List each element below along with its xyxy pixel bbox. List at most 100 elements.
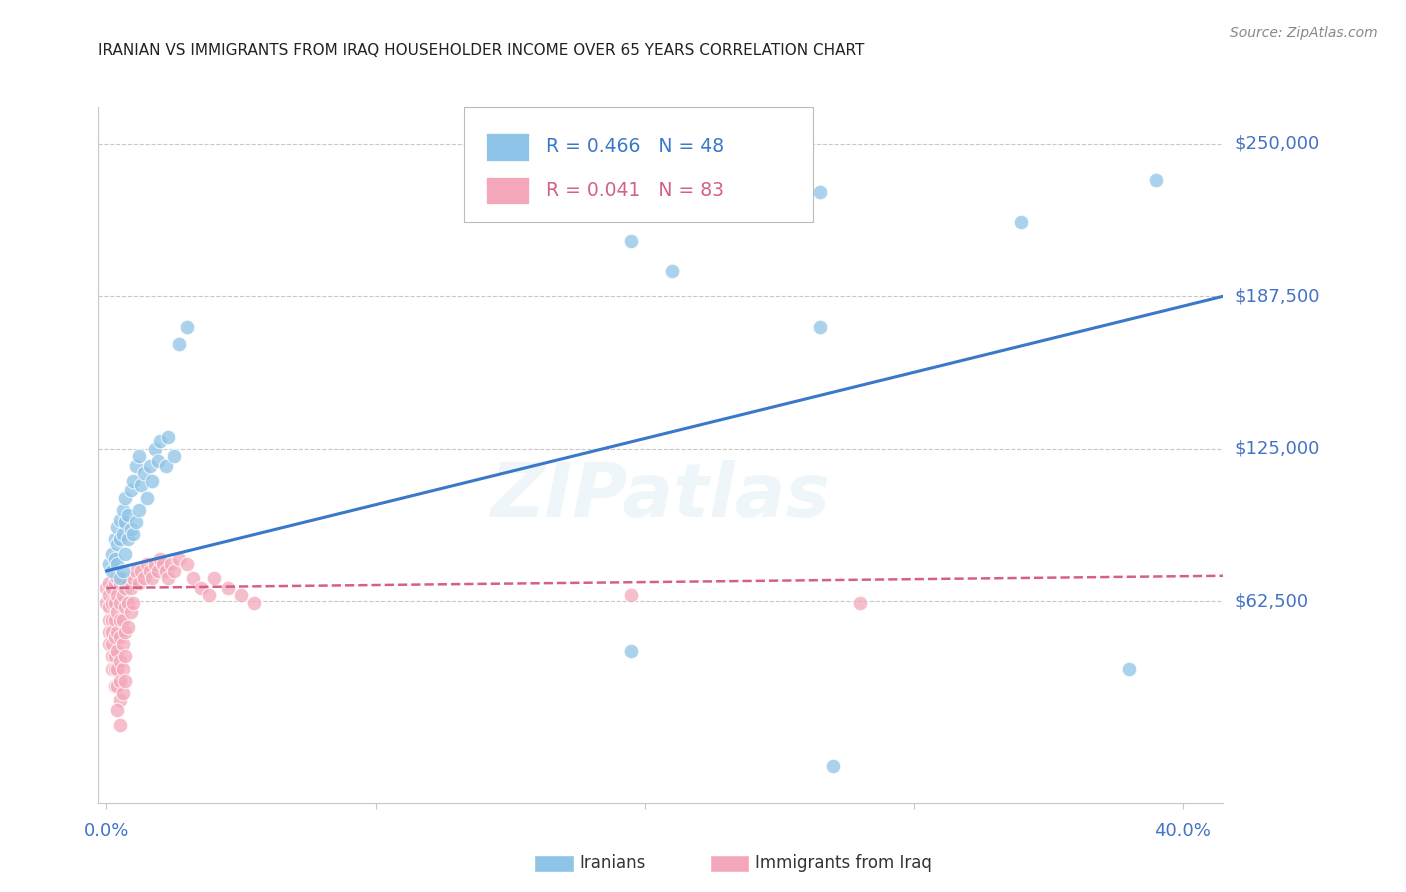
Point	[108, 693, 131, 707]
Point	[101, 564, 124, 578]
Point	[181, 571, 204, 585]
Text: Iranians: Iranians	[579, 855, 645, 872]
Point	[111, 503, 134, 517]
Point	[103, 649, 125, 664]
Text: 40.0%: 40.0%	[1154, 822, 1212, 840]
Point	[167, 551, 190, 566]
Point	[122, 596, 145, 610]
Point	[143, 557, 166, 571]
Point	[155, 458, 177, 473]
Point	[108, 613, 131, 627]
Point	[98, 624, 121, 639]
Text: $125,000: $125,000	[1234, 440, 1320, 458]
Point	[176, 319, 198, 334]
FancyBboxPatch shape	[486, 133, 529, 161]
Point	[111, 588, 134, 602]
Point	[152, 557, 174, 571]
Point	[176, 557, 198, 571]
Point	[101, 596, 124, 610]
Point	[141, 571, 163, 585]
Point	[114, 649, 136, 664]
Point	[134, 571, 156, 585]
Point	[128, 576, 150, 591]
Point	[114, 491, 136, 505]
Point	[163, 564, 186, 578]
Point	[808, 319, 831, 334]
Point	[160, 557, 183, 571]
Point	[101, 661, 124, 675]
Point	[1144, 173, 1167, 187]
Point	[105, 520, 128, 534]
Point	[111, 661, 134, 675]
Point	[131, 478, 153, 492]
Point	[96, 581, 118, 595]
Point	[138, 564, 160, 578]
Point	[111, 613, 134, 627]
Text: $187,500: $187,500	[1234, 287, 1320, 305]
Point	[1118, 661, 1140, 675]
Point	[117, 508, 139, 522]
Point	[217, 581, 239, 595]
Point	[105, 537, 128, 551]
Point	[138, 458, 160, 473]
Point	[131, 564, 153, 578]
Point	[190, 581, 212, 595]
Text: $62,500: $62,500	[1234, 592, 1309, 610]
Point	[155, 564, 177, 578]
Point	[111, 686, 134, 700]
Point	[103, 630, 125, 644]
Point	[108, 571, 131, 585]
Point	[108, 513, 131, 527]
Point	[108, 532, 131, 546]
Point	[120, 581, 142, 595]
Point	[157, 571, 180, 585]
Point	[229, 588, 252, 602]
Point	[105, 588, 128, 602]
Point	[103, 551, 125, 566]
Text: $250,000: $250,000	[1234, 135, 1320, 153]
Point	[849, 596, 872, 610]
Point	[117, 532, 139, 546]
Point	[108, 673, 131, 688]
Point	[125, 515, 148, 529]
Point	[111, 527, 134, 541]
Point	[167, 336, 190, 351]
Point	[114, 624, 136, 639]
Point	[128, 449, 150, 463]
Point	[111, 571, 134, 585]
Text: ZIPatlas: ZIPatlas	[491, 460, 831, 533]
Point	[105, 679, 128, 693]
Point	[243, 596, 266, 610]
Point	[120, 522, 142, 536]
Point	[202, 571, 225, 585]
Point	[125, 564, 148, 578]
Point	[135, 557, 157, 571]
Point	[117, 596, 139, 610]
Point	[120, 483, 142, 498]
Point	[108, 576, 131, 591]
Point	[103, 532, 125, 546]
Point	[1010, 215, 1032, 229]
Point	[620, 588, 643, 602]
Point	[103, 613, 125, 627]
Point	[101, 624, 124, 639]
Point	[114, 515, 136, 529]
Point	[122, 474, 145, 488]
Point	[661, 263, 683, 277]
Point	[163, 449, 186, 463]
Point	[98, 637, 121, 651]
Text: R = 0.466   N = 48: R = 0.466 N = 48	[546, 137, 724, 156]
Point	[114, 673, 136, 688]
Point	[105, 557, 128, 571]
Point	[197, 588, 219, 602]
Point	[122, 571, 145, 585]
Point	[620, 644, 643, 658]
Point	[114, 600, 136, 615]
Point	[146, 564, 169, 578]
Point	[98, 557, 121, 571]
Point	[114, 547, 136, 561]
Point	[620, 235, 643, 249]
Point	[103, 679, 125, 693]
Point	[98, 588, 121, 602]
Point	[98, 600, 121, 615]
